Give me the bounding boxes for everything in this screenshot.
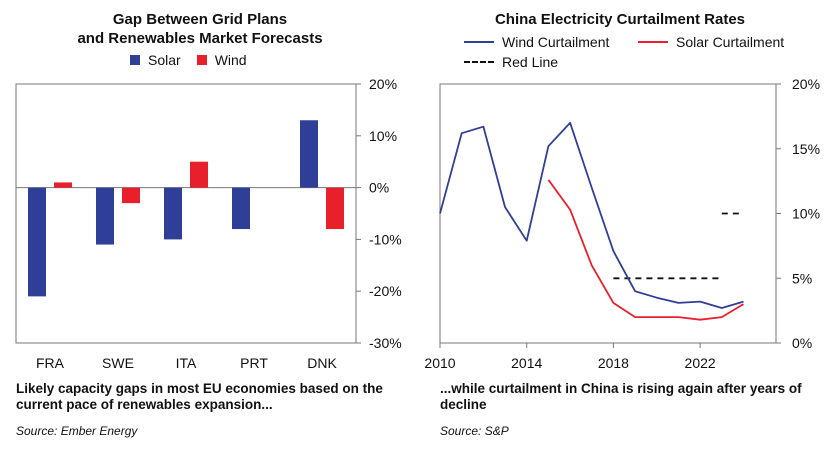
y-tick-label: 20%: [369, 76, 397, 92]
chart-title: Gap Between Grid Plans and Renewables Ma…: [0, 10, 400, 48]
solar-curtailment-line: [547, 179, 744, 321]
solar-bar-prt: [232, 187, 250, 230]
x-tick-label: 2018: [598, 355, 629, 371]
plot-frame: [15, 83, 357, 344]
wind-curtailment-line: [439, 121, 744, 309]
wind-bar-ita: [190, 161, 208, 188]
chart-title: China Electricity Curtailment Rates: [494, 11, 746, 28]
wind-bar-fra: [54, 182, 72, 188]
solar-bar-swe: [96, 187, 114, 245]
x-tick-label: 2022: [685, 355, 716, 371]
chart-title-line-2: and Renewables Market Forecasts: [77, 30, 323, 47]
legend-solar-label: Solar Curtailment: [676, 34, 785, 50]
wind-bar-swe: [122, 187, 140, 204]
legend-wind-label: Wind Curtailment: [502, 34, 610, 50]
legend-solar-label: Solar: [148, 52, 181, 68]
legend-wind-swatch: [196, 55, 207, 65]
y-tick-label: 0%: [792, 335, 812, 351]
right-panel: China Electricity Curtailment Rates Wind…: [420, 0, 840, 452]
legend-solar-swatch: [130, 55, 140, 65]
chart-legend: Solar Wind: [130, 52, 247, 68]
x-tick-label: 2014: [511, 355, 542, 371]
x-tick-label: 2010: [424, 355, 455, 371]
y-tick-label: -10%: [369, 231, 402, 247]
legend-redline-label: Red Line: [502, 54, 559, 70]
chart-source: Source: S&P: [440, 424, 509, 438]
legend-red-line: Red Line: [464, 54, 558, 70]
legend-wind-label: Wind: [214, 52, 247, 68]
y-tick-label: -20%: [369, 283, 402, 299]
legend-redline-line: [464, 61, 494, 63]
legend-solar-curtailment: Solar Curtailment: [638, 34, 784, 50]
y-tick-label: 5%: [792, 270, 812, 286]
x-tick-label: SWE: [102, 355, 134, 371]
left-panel: Gap Between Grid Plans and Renewables Ma…: [0, 10, 402, 438]
solar-bar-fra: [28, 187, 46, 297]
y-tick-label: 20%: [792, 76, 820, 92]
y-tick-label: 10%: [792, 206, 820, 222]
chart-caption: ...while curtailment in China is rising …: [440, 381, 802, 412]
x-tick-label: PRT: [240, 355, 268, 371]
bar-chart: 20% 10% 0% -10% -20% -30% FRA SWE ITA PRT DNK: [15, 76, 402, 371]
legend-solar-line: [638, 41, 668, 43]
chart-source: Source: Ember Energy: [16, 424, 138, 438]
wind-bar-dnk: [326, 187, 344, 230]
y-tick-label: 10%: [369, 128, 397, 144]
x-tick-label: DNK: [307, 355, 337, 371]
y-tick-label: 0%: [369, 180, 389, 196]
chart-title-line-1: Gap Between Grid Plans: [112, 11, 288, 28]
x-tick-label: ITA: [176, 355, 197, 371]
legend-wind-line: [464, 41, 494, 43]
solar-bar-dnk: [300, 120, 318, 188]
x-tick-label: FRA: [36, 355, 65, 371]
y-tick-label: -30%: [369, 335, 402, 351]
legend-wind-curtailment: Wind Curtailment: [464, 34, 609, 50]
chart-caption: Likely capacity gaps in most EU economie…: [16, 381, 383, 412]
line-chart: 20% 15% 10% 5% 0% 2010 2014 2018 2022: [424, 76, 820, 371]
y-tick-label: 15%: [792, 141, 820, 157]
solar-bar-ita: [164, 187, 182, 240]
